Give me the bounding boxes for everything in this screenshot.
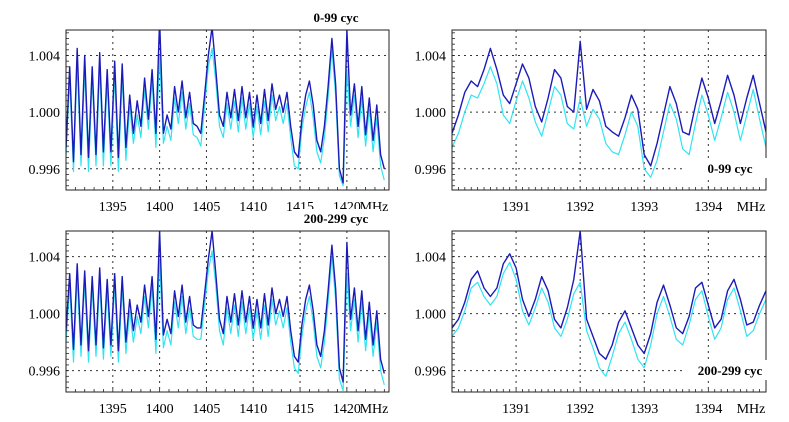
chart-panel-3: 1.004 1.000 0.996 1395 1400 1405 1410 1415 1420M… (29, 209, 390, 417)
y-tick-label: 0.996 (29, 365, 61, 380)
series-line-1 (452, 231, 766, 360)
y-tick-label: 1.000 (29, 308, 61, 323)
plot-frame (451, 29, 767, 191)
panel-caption: 0-99 cyc (707, 161, 752, 176)
x-tick-label: 1394 (694, 200, 722, 215)
y-tick-label: 1.000 (415, 106, 447, 121)
x-tick-label: 1392 (566, 200, 594, 215)
x-tick-label: 1415 (286, 402, 314, 417)
x-tick-label: 1393 (630, 402, 658, 417)
series-line-2 (452, 66, 766, 178)
panel-caption: 200-299 cyc (304, 211, 369, 226)
chart-panel-2: 1.004 1.000 0.996 1391 1392 1393 1394 MHz 0-99 c… (415, 29, 776, 215)
series-line-2 (452, 261, 766, 377)
x-unit-label: MHz (737, 200, 766, 215)
x-tick-label: 1395 (99, 200, 127, 215)
x-tick-label: 1405 (192, 402, 220, 417)
caption-box (292, 209, 380, 229)
x-unit-label: MHz (360, 402, 389, 417)
y-tick-label: 0.996 (415, 365, 447, 380)
x-tick-label: 1394 (694, 402, 722, 417)
plot-frame (451, 230, 767, 393)
y-tick-label: 1.004 (29, 49, 61, 64)
y-tick-label: 0.996 (415, 163, 447, 178)
panel-caption: 200-299 cyc (698, 363, 763, 378)
caption-box (684, 158, 776, 178)
x-tick-label: 1400 (146, 402, 174, 417)
panel-caption: 0-99 cyc (313, 10, 358, 25)
series-line-1 (452, 40, 766, 167)
plot-frame (65, 230, 390, 393)
x-tick-label: 1405 (192, 200, 220, 215)
y-tick-label: 1.000 (415, 308, 447, 323)
x-tick-label: 1391 (502, 200, 530, 215)
x-tick-label: 1420 (333, 402, 361, 417)
x-tick-label: 1395 (99, 402, 127, 417)
x-unit-label: MHz (737, 402, 766, 417)
x-tick-label: 1400 (146, 200, 174, 215)
x-tick-label: 1391 (502, 402, 530, 417)
series-line-1 (66, 231, 385, 383)
plot-frame (65, 29, 390, 191)
x-tick-label: 1410 (239, 200, 267, 215)
caption-box (292, 8, 380, 28)
y-tick-label: 0.996 (29, 163, 61, 178)
series-line-1 (66, 30, 385, 184)
y-tick-label: 1.000 (29, 106, 61, 121)
x-tick-label: 1392 (566, 402, 594, 417)
y-tick-label: 1.004 (415, 49, 447, 64)
x-tick-label: 1393 (630, 200, 658, 215)
caption-box (684, 360, 776, 380)
chart-panel-4: 1.004 1.000 0.996 1391 1392 1393 1394 MHz 200-29… (415, 230, 776, 417)
x-tick-label: 1410 (239, 402, 267, 417)
y-tick-label: 1.004 (29, 251, 61, 266)
y-tick-label: 1.004 (415, 251, 447, 266)
